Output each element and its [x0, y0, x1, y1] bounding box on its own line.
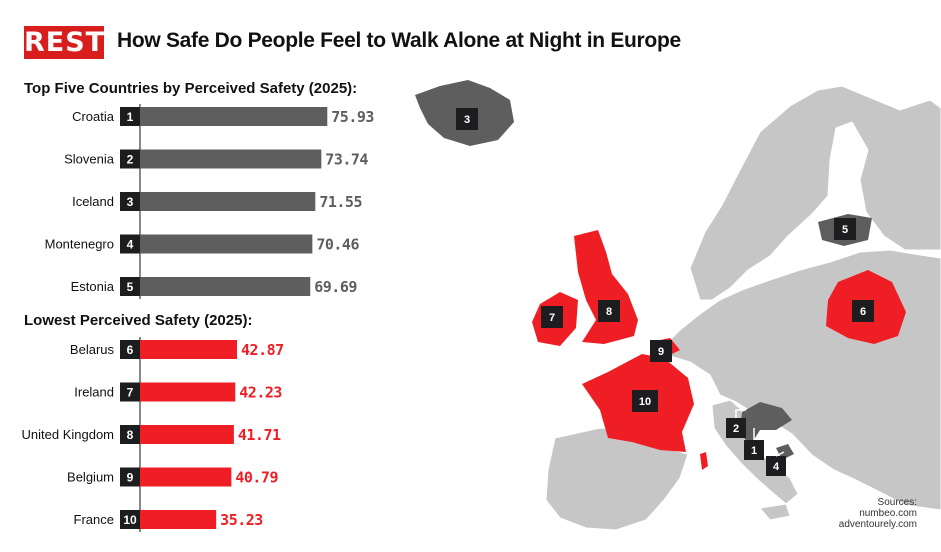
map-label-5: 5 — [834, 218, 856, 240]
sicily-shape — [759, 503, 791, 521]
bottom-bar — [140, 510, 217, 529]
leader-line-4 — [775, 451, 785, 457]
bottom-category-label: United Kingdom — [22, 427, 115, 442]
bottom-value-label: 42.23 — [239, 384, 282, 402]
sources: Sources: numbeo.com adventourely.com — [839, 497, 917, 530]
top-rank-label: 2 — [127, 153, 134, 167]
bottom-rank-label: 8 — [127, 428, 134, 442]
top-category-label: Slovenia — [64, 152, 115, 167]
bottom-category-label: Belgium — [67, 470, 114, 485]
top-rank-box — [120, 277, 140, 296]
bottom-category-label: France — [74, 512, 114, 527]
map-label-7-text: 7 — [549, 312, 555, 324]
bottom-value-label: 41.71 — [238, 426, 281, 444]
top-bar — [140, 107, 328, 126]
top-rank-box — [120, 107, 140, 126]
map-label-4-text: 4 — [773, 461, 780, 473]
top-rank-label: 1 — [127, 110, 134, 124]
bottom-rank-label: 9 — [127, 471, 134, 485]
top-rank-label: 4 — [127, 238, 134, 252]
top-value-label: 73.74 — [325, 151, 368, 169]
bottom-section-title: Lowest Perceived Safety (2025): — [24, 312, 253, 329]
croatia-slovenia-shape — [740, 402, 792, 446]
bottom-bar — [140, 382, 236, 402]
bottom-value-label: 42.87 — [241, 341, 284, 359]
map-label-3: 3 — [456, 108, 478, 130]
map-label-7: 7 — [541, 306, 563, 328]
map-label-3-text: 3 — [464, 114, 470, 126]
bottom-rank-box — [120, 467, 140, 487]
top-category-label: Croatia — [72, 109, 115, 124]
leader-line-2 — [735, 409, 746, 418]
chart-title: How Safe Do People Feel to Walk Alone at… — [117, 29, 681, 52]
map-label-5-text: 5 — [842, 224, 848, 236]
top-value-label: 71.55 — [319, 193, 362, 211]
top-value-label: 70.46 — [316, 236, 359, 254]
source-line: adventourely.com — [838, 519, 917, 530]
scandinavia-shape — [689, 85, 941, 301]
bottom-category-label: Ireland — [74, 385, 114, 400]
bottom-rank-label: 7 — [127, 386, 134, 400]
map-label-4: 4 — [766, 456, 786, 476]
top-bar — [140, 192, 316, 211]
map-label-8: 8 — [598, 300, 620, 322]
bottom-value-label: 40.79 — [235, 469, 278, 487]
top-rank-box — [120, 149, 140, 169]
top-rank-label: 5 — [127, 280, 134, 294]
rest-logo: REST — [24, 26, 106, 59]
map-label-8-text: 8 — [606, 306, 612, 318]
map-label-2-text: 2 — [733, 423, 739, 435]
top-bar — [140, 234, 313, 254]
bar-charts: 1 Croatia 75.93 2 Slovenia 73.74 3 Iceland 71.55… — [22, 104, 375, 532]
top-bar — [140, 149, 322, 169]
uk-shape — [574, 230, 638, 344]
bottom-category-label: Belarus — [70, 342, 115, 357]
top-bar — [140, 277, 311, 296]
bottom-bar — [140, 340, 238, 359]
source-line: numbeo.com — [859, 508, 917, 519]
bottom-rank-label: 10 — [123, 513, 137, 527]
bottom-bar — [140, 467, 232, 487]
map-label-9-text: 9 — [658, 346, 664, 358]
top-value-label: 75.93 — [331, 108, 374, 126]
map-label-10: 10 — [632, 390, 658, 412]
top-rank-label: 3 — [127, 195, 134, 209]
bottom-rank-box — [120, 425, 140, 444]
bottom-rank-label: 6 — [127, 343, 134, 357]
corsica-shape — [700, 452, 708, 470]
map-label-2: 2 — [726, 418, 746, 438]
map-label-10-text: 10 — [639, 396, 651, 408]
top-category-label: Iceland — [72, 194, 114, 209]
bottom-rank-box — [120, 340, 140, 359]
map-label-6-text: 6 — [860, 306, 866, 318]
map-label-1-text: 1 — [751, 445, 757, 457]
map-label-9: 9 — [650, 340, 672, 362]
top-value-label: 69.69 — [314, 278, 357, 296]
map-label-6: 6 — [852, 300, 874, 322]
top-rank-box — [120, 234, 140, 254]
europe-map: 3 5 6 7 8 9 10 2 1 4 — [415, 80, 941, 531]
sources-label: Sources: — [877, 497, 917, 508]
bottom-rank-box — [120, 382, 140, 402]
map-label-1: 1 — [744, 440, 764, 460]
top-category-label: Estonia — [71, 279, 115, 294]
top-rank-box — [120, 192, 140, 211]
top-section-title: Top Five Countries by Perceived Safety (… — [24, 80, 358, 97]
bottom-value-label: 35.23 — [220, 511, 263, 529]
bottom-rank-box — [120, 510, 140, 529]
top-category-label: Montenegro — [45, 237, 114, 252]
bottom-bar — [140, 425, 234, 444]
